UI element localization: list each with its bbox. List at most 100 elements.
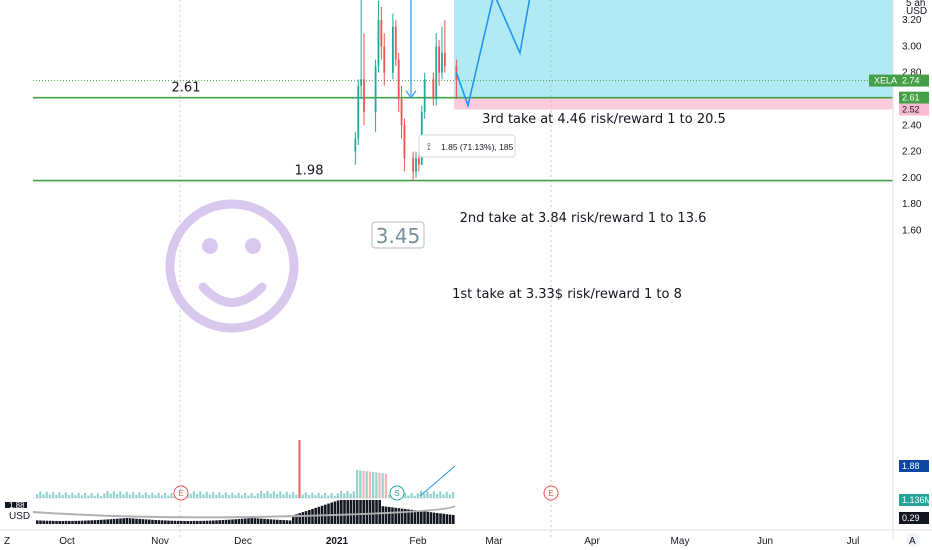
event-marker-1[interactable] — [389, 485, 405, 501]
indicator-bar-124 — [432, 512, 436, 524]
indicator-bar-72 — [266, 519, 269, 524]
volume-bar-115 — [404, 493, 407, 498]
price-tick-12: 2.80 — [902, 68, 922, 79]
volume-bar-8 — [61, 494, 64, 498]
candle-body-10 — [397, 59, 400, 99]
indicator-bar-26 — [119, 518, 122, 524]
smiley-face-icon — [165, 199, 299, 333]
candle-body-17 — [423, 79, 426, 113]
indicator-bar-51 — [199, 520, 202, 524]
indicator-bar-97 — [346, 500, 349, 524]
indicator-bar-129 — [448, 514, 452, 524]
indicator-bar-31 — [135, 518, 138, 524]
volume-bar-117 — [410, 493, 413, 498]
candle-body-7 — [383, 46, 386, 73]
indicator-bar-105 — [372, 500, 375, 524]
auto-scale-button[interactable] — [906, 533, 920, 547]
indicator-bar-52 — [202, 520, 205, 524]
smiley-left-eye — [202, 238, 218, 254]
volume-bar-12 — [74, 495, 77, 498]
volume-bar-56 — [215, 494, 218, 498]
volume-bar-94 — [336, 493, 339, 498]
volume-bar-25 — [116, 494, 119, 498]
indicator-bar-95 — [340, 500, 343, 524]
indicator-bar-58 — [221, 520, 225, 524]
indicator-bar-109 — [384, 506, 388, 524]
price-tag-label-5: 1.136M — [902, 495, 932, 505]
indicator-bar-116 — [407, 509, 410, 524]
volume-bar-127 — [442, 494, 445, 498]
indicator-bar-113 — [397, 508, 401, 524]
volume-bar-40 — [164, 493, 167, 498]
indicator-bar-130 — [452, 515, 455, 524]
indicator-bar-57 — [218, 520, 221, 524]
candle-body-1 — [357, 85, 360, 139]
indicator-bar-9 — [64, 520, 68, 524]
volume-bar-93 — [333, 495, 336, 498]
indicator-bar-100 — [356, 500, 359, 524]
indicator-bar-81 — [295, 514, 298, 524]
volume-bar-19 — [96, 493, 99, 498]
indicator-bar-49 — [192, 520, 196, 524]
indicator-bar-115 — [404, 509, 407, 524]
volume-bar-86 — [311, 492, 314, 498]
volume-bar-80 — [292, 492, 295, 498]
indicator-bar-107 — [378, 500, 381, 524]
profit-zone[interactable] — [454, 0, 893, 98]
volume-bar-78 — [285, 491, 288, 498]
indicator-bar-42 — [170, 520, 173, 524]
price-axis-currency: USD — [906, 6, 927, 17]
time-label-4: Feb — [409, 536, 427, 547]
loss-zone[interactable] — [454, 97, 893, 110]
volume-bar-85 — [308, 495, 311, 498]
event-marker-0[interactable] — [173, 485, 189, 501]
volume-bar-28 — [125, 491, 128, 498]
volume-bar-88 — [317, 492, 320, 498]
level-label-3: 2.61 — [172, 81, 201, 96]
indicator-bar-117 — [410, 509, 413, 524]
indicator-bar-74 — [272, 519, 276, 524]
event-marker-label-0: E — [178, 489, 183, 498]
volume-bar-13 — [77, 492, 80, 498]
candle-body-0 — [354, 138, 357, 152]
indicator-bar-92 — [330, 502, 333, 524]
projected-path[interactable] — [455, 0, 638, 109]
indicator-bar-60 — [228, 519, 231, 524]
smiley-right-eye — [245, 238, 261, 254]
volume-bar-102 — [362, 470, 365, 498]
indicator-bar-3 — [45, 520, 49, 524]
indicator-bar-33 — [141, 519, 145, 524]
volume-bar-61 — [231, 492, 234, 498]
indicator-bar-32 — [138, 518, 141, 524]
measure-icon: ⟟ — [427, 142, 431, 153]
indicator-bar-126 — [439, 513, 442, 524]
volume-bar-9 — [64, 492, 67, 498]
candle-body-6 — [380, 20, 383, 47]
price-tag-6 — [899, 512, 929, 524]
volume-bar-49 — [192, 491, 195, 498]
indicator-bar-70 — [260, 518, 263, 524]
indicator-bar-5 — [52, 520, 55, 524]
volume-bar-59 — [224, 492, 227, 498]
indicator-bar-7 — [58, 520, 61, 524]
indicator-bar-17 — [90, 520, 93, 524]
indicator-bar-67 — [250, 518, 253, 524]
volume-bar-35 — [148, 495, 151, 498]
indicator-bar-40 — [164, 520, 167, 524]
indicator-bar-14 — [80, 520, 84, 524]
indicator-bar-20 — [100, 519, 103, 524]
indicator-bar-1 — [39, 520, 42, 524]
volume-bar-82 — [298, 440, 301, 498]
candle-body-13 — [412, 158, 415, 172]
event-marker-2[interactable] — [543, 485, 559, 501]
indicator-bar-104 — [368, 500, 372, 524]
event-marker-label-1: S — [394, 489, 399, 498]
time-axis-corner-right: A — [909, 536, 916, 547]
indicator-bar-85 — [308, 510, 311, 524]
left-indicator-value: 1.88 — [9, 501, 25, 510]
indicator-bar-2 — [42, 520, 45, 524]
volume-bar-11 — [71, 492, 74, 498]
volume-bar-27 — [122, 494, 125, 498]
candle-body-19 — [435, 46, 438, 99]
